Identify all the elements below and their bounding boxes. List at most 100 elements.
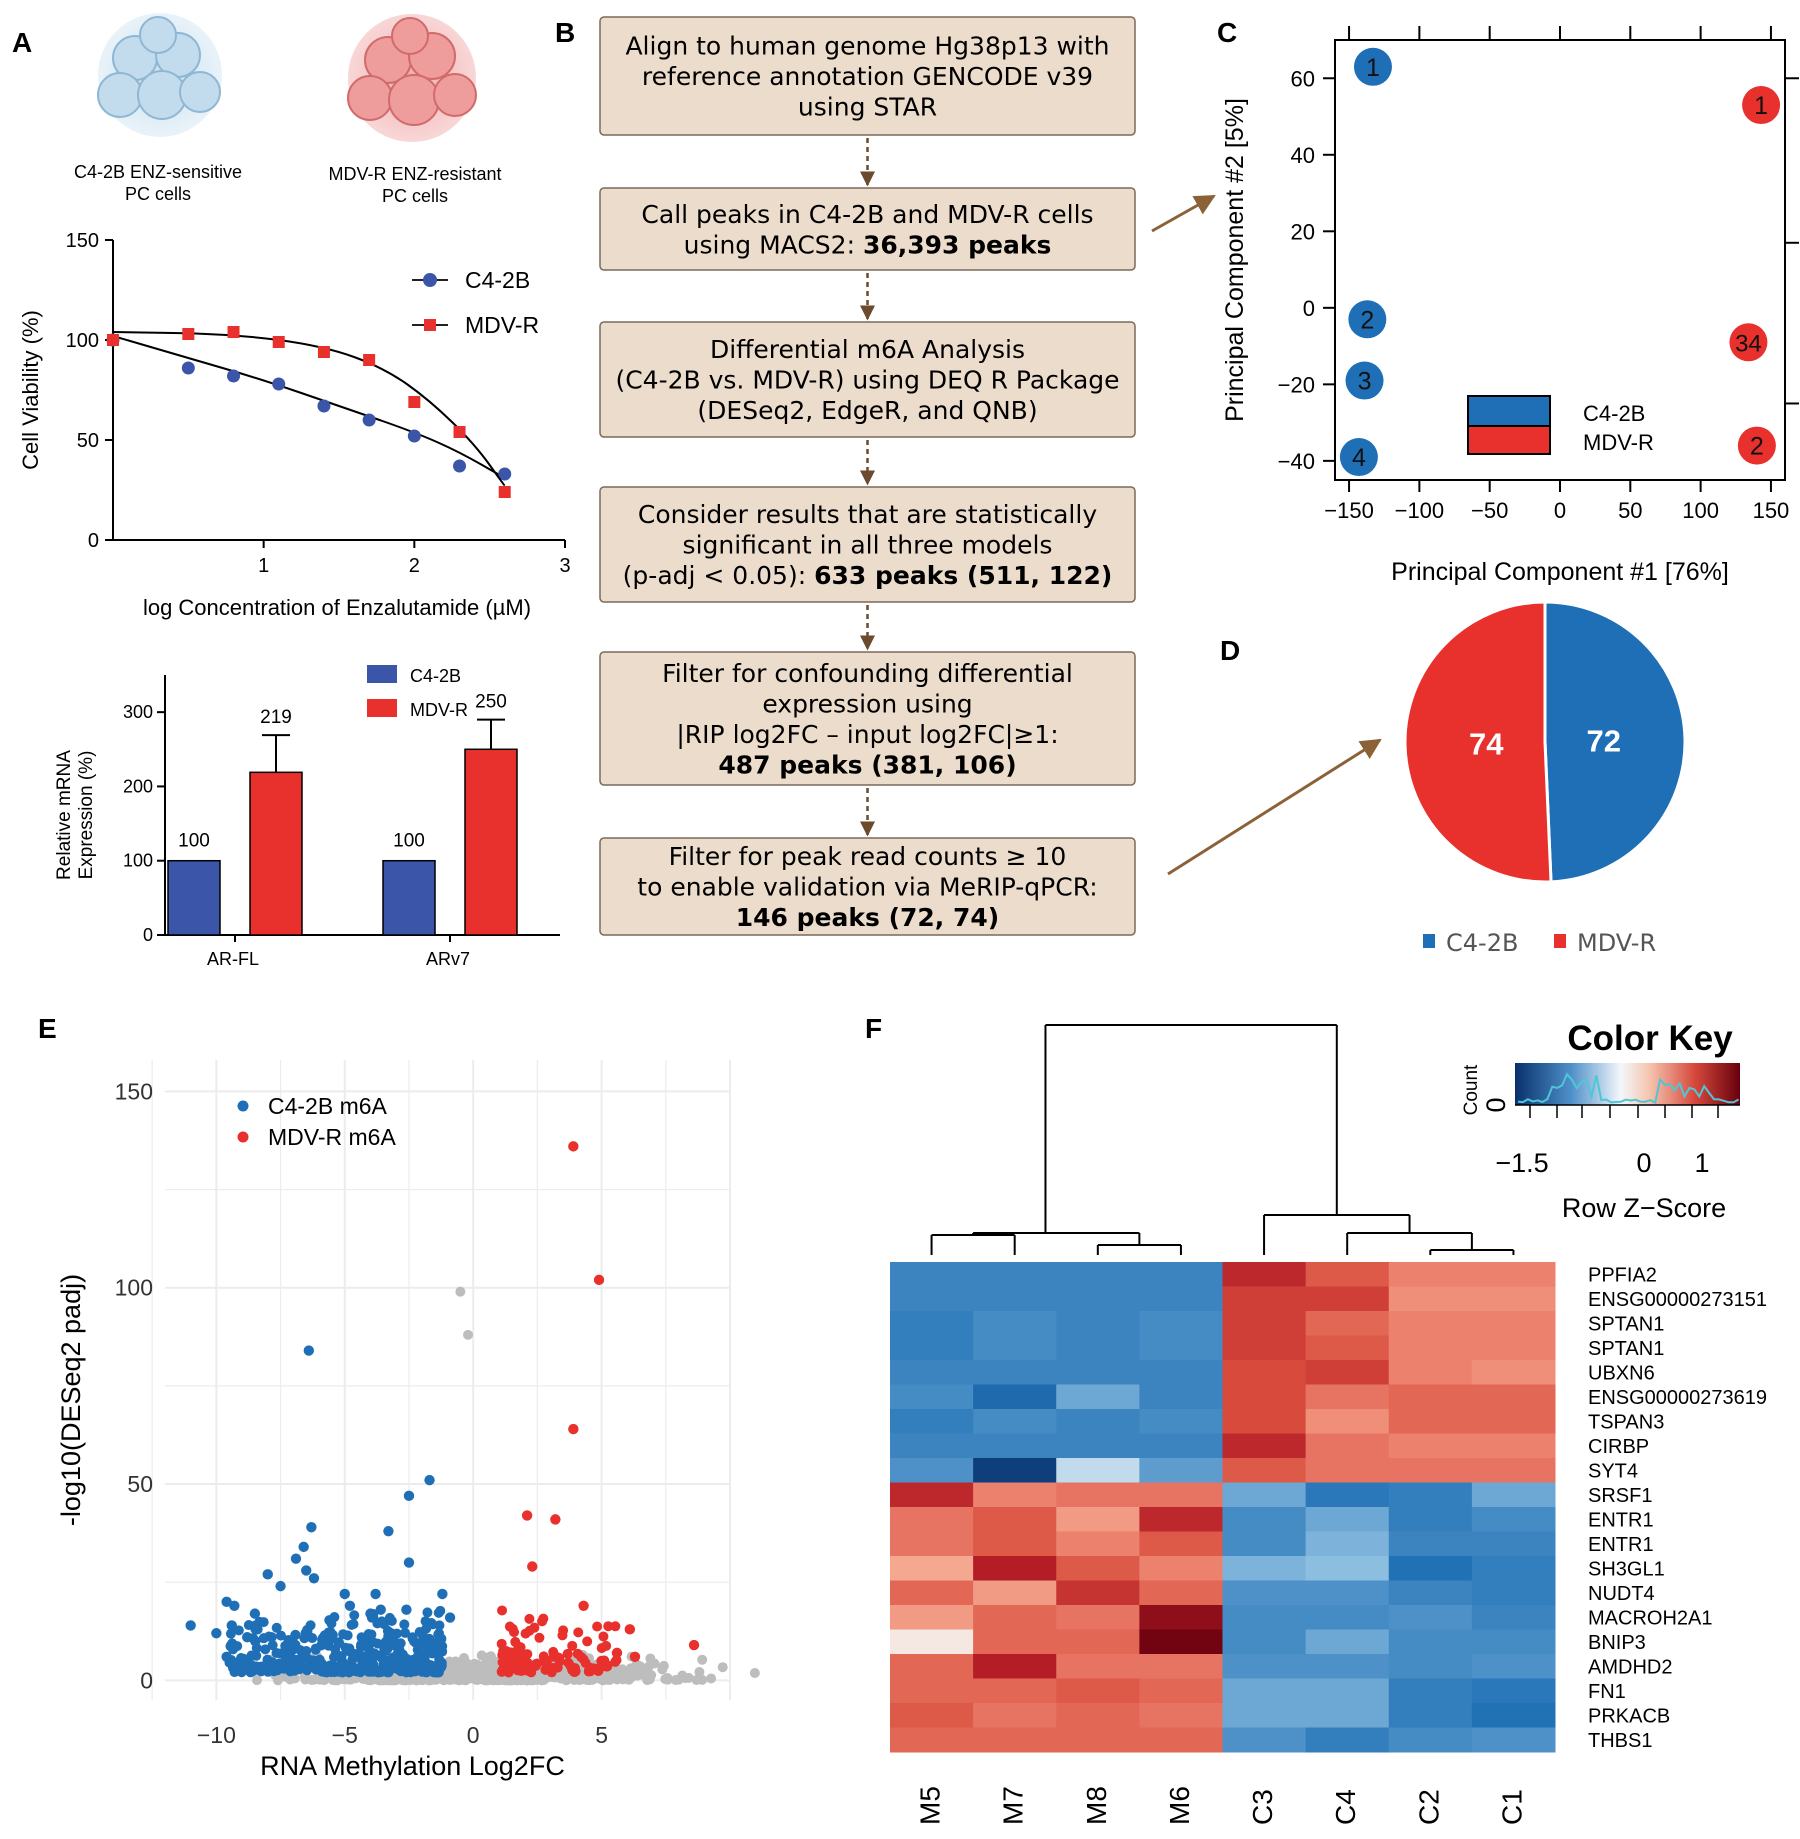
volcano-point-mdvr: [578, 1600, 589, 1611]
volcano-point-mdvr: [592, 1621, 603, 1632]
heatmap: PPFIA2ENSG00000273151SPTAN1SPTAN1UBXN6EN…: [890, 1019, 1767, 1825]
y-tick-label: 50: [77, 430, 99, 452]
heatmap-cell: [1388, 1311, 1473, 1336]
heatmap-cell: [1056, 1703, 1140, 1728]
y-tick-label: 300: [123, 702, 153, 722]
legend-label: C4-2B: [1446, 929, 1518, 957]
panel-label-b: B: [555, 17, 575, 48]
volcano-point-ns: [480, 1670, 491, 1681]
heatmap-cell: [1471, 1703, 1556, 1728]
flow-text-line: |RIP log2FC – input log2FC|≥1:: [676, 720, 1058, 749]
heatmap-cell: [890, 1703, 974, 1728]
heatmap-cell: [890, 1409, 974, 1434]
data-point-MDV-R: [453, 426, 466, 438]
flow-text: using MACS2:: [684, 230, 863, 259]
volcano-point-ns: [332, 1675, 343, 1686]
volcano-point-mdvr: [598, 1655, 610, 1666]
color-key-title: Color Key: [1567, 1019, 1733, 1058]
volcano-point-mdvr: [568, 1141, 579, 1152]
pca-point-MDV-R: [1737, 426, 1776, 465]
volcano-point-mdvr: [538, 1651, 549, 1662]
volcano-point-c42b: [298, 1541, 309, 1553]
heatmap-cell: [1222, 1605, 1307, 1630]
heatmap-cell: [1222, 1629, 1307, 1655]
pie-slice-MDV-R: [1403, 600, 1553, 884]
pca-point-label: 2: [1750, 433, 1764, 461]
heatmap-cell: [1471, 1335, 1556, 1361]
data-point-MDV-R: [107, 334, 119, 346]
flow-text: Align to human genome Hg38p13 with: [625, 32, 1109, 61]
heatmap-cell: [973, 1482, 1057, 1508]
volcano-point-c42b: [365, 1608, 376, 1619]
volcano-point-c42b: [228, 1644, 239, 1655]
legend-label: MDV-R: [410, 700, 468, 720]
volcano-point-c42b: [256, 1666, 267, 1677]
volcano-point-c42b: [389, 1640, 400, 1651]
flow-text-line: (DESeq2, EdgeR, and QNB): [697, 396, 1037, 425]
flow-text-line: to enable validation via MeRIP-qPCR:: [637, 873, 1097, 902]
volcano-point-ns: [319, 1675, 330, 1686]
y-tick-label: 50: [127, 1471, 153, 1497]
legend-label: C4-2B m6A: [268, 1093, 388, 1119]
bar-MDV-R-AR-FL: [249, 771, 303, 936]
heatmap-cell: [1222, 1654, 1307, 1679]
volcano-point-c42b: [290, 1553, 302, 1564]
pca-point-MDV-R: [1729, 323, 1768, 362]
data-point-C4-2B: [317, 399, 331, 413]
flow-text: expression using: [762, 689, 972, 718]
volcano-point-mdvr: [501, 1646, 512, 1657]
heatmap-cell: [890, 1507, 974, 1532]
flow-text: Differential m6A Analysis: [710, 335, 1025, 364]
color-key-tick-label: 0: [1636, 1148, 1651, 1178]
volcano-point-c42b: [251, 1650, 262, 1661]
bar-value-label: 219: [260, 707, 292, 728]
heatmap-cell: [1471, 1654, 1556, 1679]
viability-chart: 0 50 100 150 1 2 3 log Concentration of Enzalut…: [18, 230, 571, 620]
heatmap-cell: [1222, 1433, 1307, 1459]
row-label: PRKACB: [1588, 1705, 1670, 1727]
volcano-point-mdvr: [497, 1605, 508, 1616]
volcano-point-c42b: [275, 1630, 286, 1641]
flow-box-1: [599, 16, 1136, 136]
heatmap-cell: [1388, 1360, 1473, 1385]
volcano-point-c42b: [285, 1666, 296, 1677]
x-tick-label: ARv7: [426, 949, 470, 969]
data-point-MDV-R: [317, 346, 330, 358]
legend-label: C4-2B: [465, 267, 530, 293]
flow-text-line: Filter for peak read counts ≥ 10: [669, 842, 1067, 871]
flow-text-line: reference annotation GENCODE v39: [642, 62, 1093, 91]
y-tick-label: 60: [1291, 66, 1315, 91]
row-label: NUDT4: [1588, 1583, 1655, 1605]
text-line: PC cells: [382, 186, 448, 206]
heatmap-cell: [1056, 1654, 1140, 1679]
row-label: SH3GL1: [1588, 1558, 1665, 1580]
volcano-point-mdvr: [601, 1640, 612, 1651]
pie-slice-label: 74: [1469, 726, 1504, 761]
heatmap-cell: [1305, 1262, 1390, 1287]
volcano-point-ns: [484, 1659, 495, 1670]
heatmap-cell: [973, 1286, 1057, 1312]
column-label: M7: [998, 1786, 1029, 1825]
volcano-point-c42b: [427, 1648, 438, 1659]
flow-text-line: (C4-2B vs. MDV-R) using DEQ R Package: [615, 366, 1119, 395]
volcano-point-c42b: [342, 1645, 353, 1656]
volcano-point-mdvr: [552, 1652, 563, 1663]
pca-point-label: 4: [1352, 444, 1366, 472]
y-tick-label: 40: [1291, 143, 1315, 168]
volcano-point-c42b: [444, 1612, 456, 1623]
heatmap-cell: [1056, 1507, 1140, 1532]
heatmap-cell: [1388, 1654, 1473, 1679]
row-label: SPTAN1: [1588, 1313, 1664, 1335]
pie-slice-C4-2B: [1543, 600, 1687, 884]
heatmap-cell: [890, 1556, 974, 1581]
text-line: Relative mRNA: [54, 750, 75, 880]
heatmap-cell: [1471, 1507, 1556, 1532]
flow-text: significant in all three models: [683, 531, 1053, 560]
bar-C4-2B-ARv7: [382, 859, 436, 936]
volcano-point-ns: [467, 1672, 478, 1683]
volcano-point-c42b: [360, 1654, 371, 1665]
volcano-point-c42b: [333, 1637, 344, 1648]
volcano-point-c42b: [258, 1617, 269, 1628]
flow-text-line: 487 peaks (381, 106): [718, 750, 1016, 779]
x-tick-label: AR-FL: [207, 949, 259, 969]
